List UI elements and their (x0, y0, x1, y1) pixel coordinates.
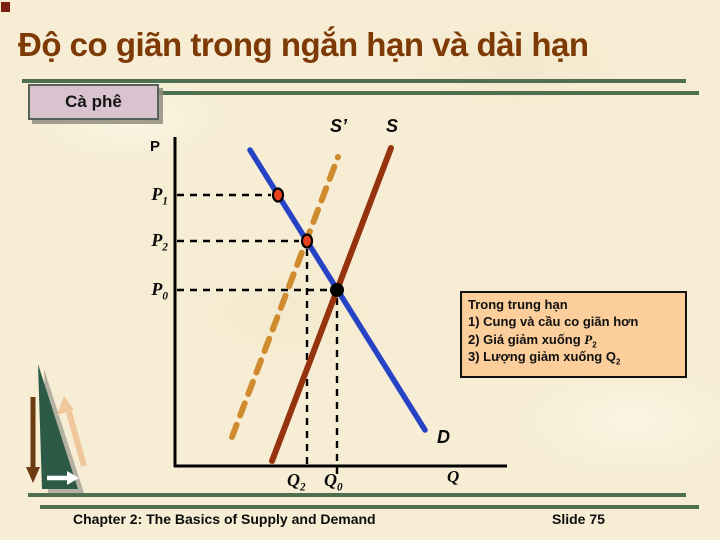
green-triangle (38, 364, 78, 489)
curve-supply (269, 145, 394, 464)
demand-curve-label: D (437, 427, 450, 447)
product-tag-box: Cà phê (28, 84, 159, 120)
down-arrow-head (26, 467, 40, 483)
footer-chapter: Chapter 2: The Basics of Supply and Dema… (73, 511, 376, 527)
corner-mark (1, 2, 10, 12)
curve-supply-shifted (229, 154, 341, 440)
note-item-1: 1) Cung và cầu co giãn hơn (468, 314, 639, 330)
price-axis-label: P (150, 138, 161, 155)
footer-slide-number: Slide 75 (552, 511, 605, 527)
up-arrow-shaft (66, 411, 87, 467)
note-heading: Trong trung hạn (468, 297, 568, 312)
note-item-2: 2) Giá giảm xuống P2 (468, 331, 597, 350)
product-tag-label: Cà phê (65, 92, 122, 111)
quantity-axis-label: Q (447, 467, 460, 486)
quantity-label-q2: Q2 (287, 470, 306, 494)
equilibrium-dot (330, 283, 344, 297)
price-label-p2: P2 (151, 230, 168, 254)
footer-rule-bottom (40, 505, 699, 509)
supply-shifted-curve-label: S’ (330, 116, 348, 136)
price-label-p1: P1 (151, 184, 168, 208)
equilibrium-dot (300, 233, 314, 249)
price-label-p0: P0 (151, 279, 168, 303)
header-rule-bottom (40, 91, 699, 95)
footer-rule-top (28, 493, 686, 497)
up-arrow-head (57, 396, 74, 415)
quantity-label-q0: Q0 (324, 470, 343, 494)
slide-title: Độ co giãn trong ngắn hạn và dài hạn (18, 26, 589, 63)
supply-curve-label: S (386, 116, 399, 136)
header-rule-top (22, 79, 686, 83)
right-arrow-head (67, 471, 79, 485)
equilibrium-dot (271, 187, 285, 203)
note-box: Trong trung hạn 1) Cung và cầu co giãn h… (460, 291, 687, 378)
note-item-3: 3) Lượng giảm xuống Q2 (468, 349, 621, 367)
